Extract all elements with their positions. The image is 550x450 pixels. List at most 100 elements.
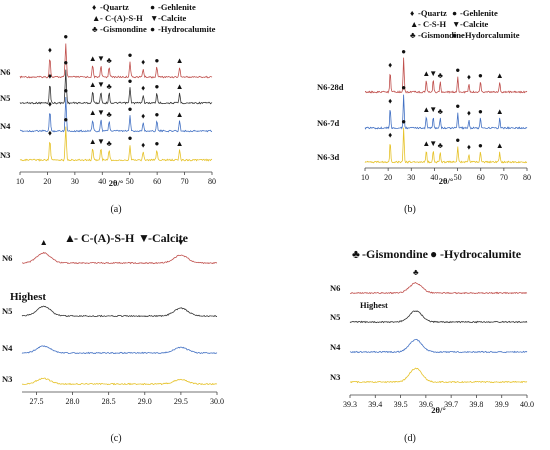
peak-marker-0-1-8: ▲ (176, 82, 184, 91)
peak-marker-0-0-6: ♦ (141, 58, 145, 67)
x-tick-label-0-1: 20 (43, 177, 51, 186)
x-tick-label-3-6: 39.9 (495, 400, 509, 409)
peak-marker-0-0-7: ● (154, 56, 159, 65)
legend-symbol-3-1: ● (430, 247, 437, 261)
x-tick-label-2-4: 29.5 (174, 397, 188, 406)
peak-marker-0-1-2: ▲ (89, 80, 97, 89)
legend-symbol-0-2: ▲ (92, 13, 100, 23)
legend-label-2-1: -Calcite (148, 231, 189, 245)
x-tick-label-0-6: 70 (181, 177, 189, 186)
peak-marker-1-1-4: ♣ (438, 107, 444, 116)
series-line-2-0 (22, 251, 218, 265)
series-line-1-0 (365, 57, 528, 94)
peak-marker-0-2-7: ● (154, 110, 159, 119)
x-tick-label-0-4: 50 (126, 177, 134, 186)
peak-marker-0-1-4: ♣ (107, 82, 113, 91)
x-tick-label-0-3: 40 (98, 177, 106, 186)
legend-label-0-2: - C-(A)-S-H (100, 13, 143, 23)
series-label-0-0: N6 (0, 67, 10, 77)
peak-marker-1-1-5: ● (455, 102, 460, 111)
x-tick-label-1-6: 70 (500, 173, 508, 182)
series-line-2-2 (21, 345, 218, 355)
series-line-3-0 (349, 281, 528, 295)
series-line-0-2 (19, 96, 213, 133)
series-line-2-1 (21, 305, 218, 318)
series-line-1-2 (364, 127, 528, 164)
peak-marker-1-2-4: ♣ (438, 141, 444, 150)
legend-symbol-1-1: ● (452, 8, 457, 18)
series-label-1-2: N6-3d (317, 152, 339, 162)
legend-label-0-4: -Gismondine (100, 24, 147, 34)
x-tick-label-2-1: 28.0 (66, 397, 80, 406)
peak-marker-0-0-8: ▲ (176, 56, 184, 65)
peak-marker-0-1-6: ♦ (141, 84, 145, 93)
legend-label-1-4: -Gismondine (418, 30, 465, 40)
peak-marker-1-2-2: ▲ (422, 139, 430, 148)
series-label-2-0: N6 (2, 253, 12, 263)
peak-marker-0-3-7: ● (154, 139, 159, 148)
x-tick-label-1-2: 30 (407, 173, 415, 182)
series-line-3-2 (349, 338, 528, 354)
peak-marker-0-3-6: ♦ (141, 141, 145, 150)
series-label-1-0: N6-28d (317, 82, 344, 92)
legend-symbol-3-0: ♣ (352, 247, 360, 261)
highest-annotation-3: Highest (360, 300, 388, 310)
peak-marker-1-2-5: ● (455, 136, 460, 145)
legend-symbol-2-1: ▼ (138, 231, 150, 245)
legend-symbol-1-3: ▼ (452, 19, 460, 29)
highest-annotation-2: Highest (10, 291, 46, 303)
peak-marker-0-3-1: ● (63, 115, 68, 124)
peak-marker-1-0-4: ♣ (438, 71, 444, 80)
peak-marker-1-0-1: ● (401, 47, 406, 56)
peak-marker-1-0-2: ▲ (422, 69, 430, 78)
legend-symbol-2-0: ▲ (64, 231, 76, 245)
peak-marker-1-2-3: ▼ (429, 139, 437, 148)
peak-marker-1-2-8: ▲ (496, 141, 504, 150)
panel-label-0: (a) (110, 204, 121, 215)
legend-symbol-0-3: ▼ (150, 13, 158, 23)
series-label-2-3: N3 (2, 374, 12, 384)
series-label-2-2: N4 (2, 343, 13, 353)
peak-marker-1-1-2: ▲ (422, 105, 430, 114)
peak-marker-2-1: ▼ (177, 237, 185, 247)
legend-symbol-1-5: ● (452, 30, 457, 40)
peak-marker-0-3-4: ♣ (107, 139, 113, 148)
peak-marker-0-0-2: ▲ (89, 54, 97, 63)
x-tick-label-0-2: 30 (71, 177, 79, 186)
legend-label-1-3: -Calcite (460, 19, 489, 29)
legend-symbol-0-1: ● (150, 2, 155, 12)
peak-marker-0-1-5: ● (128, 77, 133, 86)
peak-marker-1-0-6: ♦ (467, 73, 471, 82)
x-tick-label-3-5: 39.8 (469, 400, 483, 409)
peak-marker-1-0-7: ● (478, 71, 483, 80)
x-axis-title-1: 2θ/° (439, 176, 453, 186)
legend-label-0-5: -Hydrocalumite (158, 24, 216, 34)
peak-marker-0-0-3: ▼ (97, 54, 105, 63)
peak-marker-1-2-6: ♦ (467, 143, 471, 152)
peak-marker-0-2-2: ▲ (89, 108, 97, 117)
legend-symbol-0-0: ♦ (92, 2, 97, 12)
series-label-3-3: N3 (330, 372, 340, 382)
legend-label-0-3: -Calcite (158, 13, 187, 23)
legend-label-1-2: - C-S-H (418, 19, 446, 29)
peak-marker-1-0-5: ● (455, 66, 460, 75)
x-tick-label-2-0: 27.5 (29, 397, 43, 406)
peak-marker-0-2-6: ♦ (141, 112, 145, 121)
x-tick-label-3-0: 39.3 (343, 400, 357, 409)
peak-marker-0-0-1: ● (63, 32, 68, 41)
x-tick-label-1-3: 40 (430, 173, 438, 182)
x-axis-title-0: 2θ/° (109, 178, 123, 188)
peak-marker-0-2-0: ♦ (48, 100, 52, 109)
legend-label-1-1: -Gehlenite (460, 8, 498, 18)
peak-marker-0-1-3: ▼ (97, 80, 105, 89)
x-tick-label-3-2: 39.5 (394, 400, 408, 409)
peak-marker-0-0-5: ● (128, 51, 133, 60)
series-line-3-3 (349, 367, 528, 384)
series-line-2-3 (21, 377, 218, 386)
peak-marker-1-1-7: ● (478, 107, 483, 116)
series-line-0-3 (19, 126, 213, 162)
x-tick-label-0-0: 10 (16, 177, 24, 186)
panel-label-3: (d) (404, 433, 416, 444)
x-tick-label-3-4: 39.7 (444, 400, 458, 409)
